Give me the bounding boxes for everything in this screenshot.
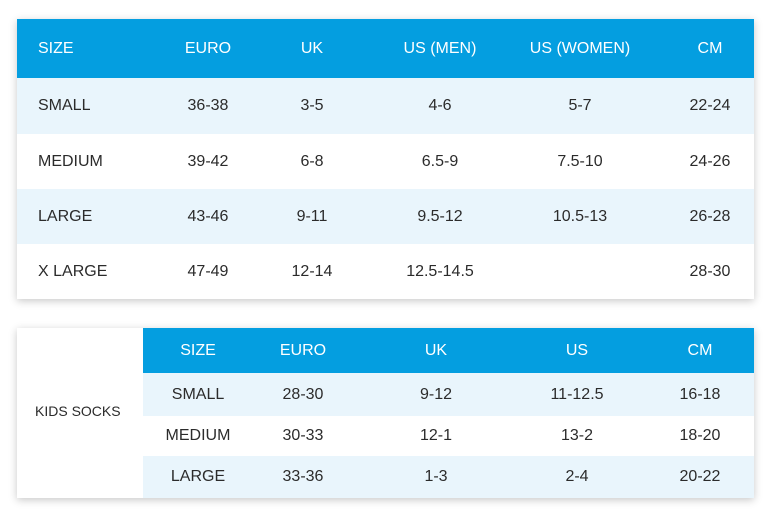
kids-header-size: SIZE bbox=[180, 341, 216, 359]
cm-cell: 24-26 bbox=[689, 152, 731, 170]
euro-cell: 47-49 bbox=[187, 262, 229, 280]
cm-cell: 16-18 bbox=[679, 385, 721, 403]
uk-cell: 12-14 bbox=[291, 262, 333, 280]
adult-header-cm: CM bbox=[697, 39, 723, 57]
uk-cell: 12-1 bbox=[419, 427, 453, 444]
size-cell: SMALL bbox=[171, 385, 225, 403]
kids-row-large: LARGE 33-36 1-3 2-4 20-22 bbox=[143, 456, 754, 498]
kids-row-medium: MEDIUM 30-33 12-1 13-2 18-20 bbox=[143, 416, 754, 456]
adult-header-size: SIZE bbox=[38, 39, 74, 57]
size-cell: LARGE bbox=[170, 468, 226, 485]
cm-cell: 18-20 bbox=[679, 427, 721, 444]
us-women-cell: 5-7 bbox=[568, 97, 592, 114]
kids-header-euro: EURO bbox=[279, 341, 327, 359]
euro-cell: 30-33 bbox=[282, 427, 324, 444]
euro-cell: 33-36 bbox=[282, 468, 324, 485]
size-cell: X LARGE bbox=[38, 262, 108, 280]
us-cell: 11-12.5 bbox=[550, 385, 604, 403]
uk-cell: 6-8 bbox=[300, 152, 324, 170]
kids-header-cm: CM bbox=[687, 341, 713, 359]
uk-cell: 1-3 bbox=[424, 468, 448, 485]
kids-table-grid: SIZE EURO UK US CM SMALL 28-30 9-12 11-1… bbox=[143, 328, 754, 498]
adult-size-table: SIZE EURO UK US (MEN) US (WOMEN) CM SMAL… bbox=[17, 19, 754, 299]
euro-cell: 28-30 bbox=[282, 385, 324, 403]
adult-header-us-women: US (WOMEN) bbox=[529, 39, 631, 57]
kids-socks-label: KIDS SOCKS bbox=[35, 403, 121, 419]
euro-cell: 39-42 bbox=[187, 152, 229, 170]
us-men-cell: 9.5-12 bbox=[417, 207, 463, 225]
us-women-cell: 7.5-10 bbox=[557, 152, 603, 170]
us-men-cell: 6.5-9 bbox=[421, 152, 459, 170]
kids-header-us: US bbox=[565, 341, 589, 359]
us-men-cell: 4-6 bbox=[428, 97, 452, 114]
kids-size-table: KIDS SOCKS SIZE EURO UK US CM SMALL 28-3… bbox=[17, 328, 754, 498]
cm-cell: 22-24 bbox=[689, 97, 731, 114]
kids-row-small: SMALL 28-30 9-12 11-12.5 16-18 bbox=[143, 373, 754, 416]
us-women-cell bbox=[510, 244, 650, 299]
cm-cell: 20-22 bbox=[679, 468, 721, 485]
adult-row-medium: MEDIUM 39-42 6-8 6.5-9 7.5-10 24-26 bbox=[17, 134, 754, 189]
euro-cell: 43-46 bbox=[187, 207, 229, 225]
kids-header-uk: UK bbox=[424, 341, 448, 359]
adult-header-row: SIZE EURO UK US (MEN) US (WOMEN) CM bbox=[17, 19, 754, 78]
adult-header-uk: UK bbox=[300, 39, 324, 57]
cm-cell: 26-28 bbox=[689, 207, 731, 225]
size-cell: SMALL bbox=[38, 97, 91, 114]
adult-row-x-large: X LARGE 47-49 12-14 12.5-14.5 28-30 bbox=[17, 244, 754, 299]
us-men-cell: 12.5-14.5 bbox=[406, 262, 474, 280]
size-cell: MEDIUM bbox=[38, 152, 103, 170]
cm-cell: 28-30 bbox=[689, 262, 731, 280]
us-cell: 13-2 bbox=[560, 427, 594, 444]
size-cell: LARGE bbox=[38, 207, 93, 225]
uk-cell: 9-11 bbox=[296, 207, 328, 225]
adult-header-us-men: US (MEN) bbox=[403, 39, 477, 57]
kids-header-row: SIZE EURO UK US CM bbox=[143, 328, 754, 373]
adult-header-euro: EURO bbox=[184, 39, 232, 57]
adult-row-large: LARGE 43-46 9-11 9.5-12 10.5-13 26-28 bbox=[17, 189, 754, 244]
us-women-cell: 10.5-13 bbox=[552, 207, 608, 225]
size-cell: MEDIUM bbox=[165, 427, 231, 444]
euro-cell: 36-38 bbox=[187, 97, 229, 114]
uk-cell: 9-12 bbox=[419, 385, 453, 403]
adult-row-small: SMALL 36-38 3-5 4-6 5-7 22-24 bbox=[17, 78, 754, 134]
uk-cell: 3-5 bbox=[300, 97, 324, 114]
us-cell: 2-4 bbox=[565, 468, 589, 485]
